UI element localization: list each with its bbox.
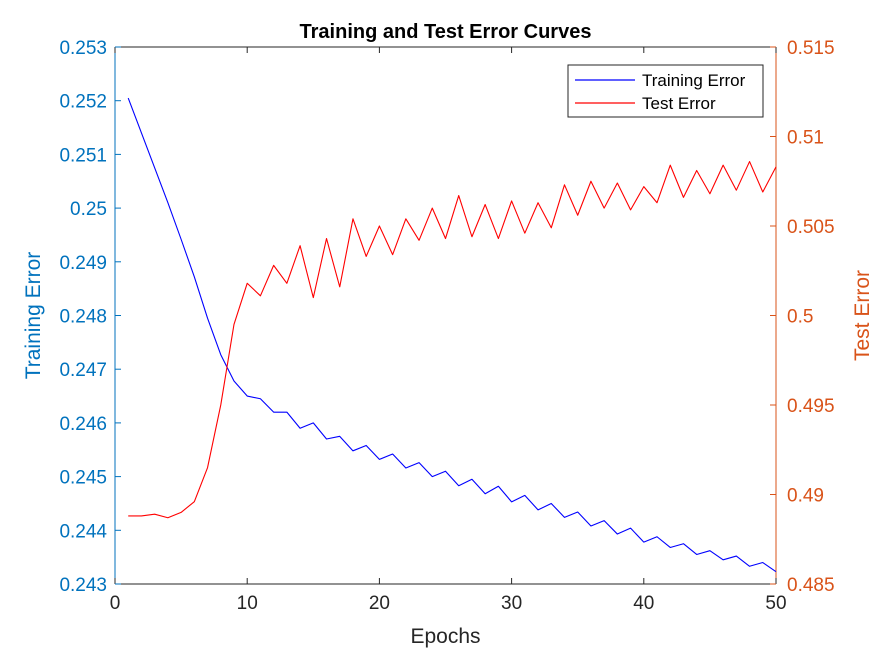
x-axis-label: Epochs <box>410 625 480 648</box>
y-right-tick-label: 0.515 <box>787 38 835 59</box>
legend-box <box>567 64 764 118</box>
legend-label-training: Training Error <box>642 71 746 90</box>
y-left-tick-label: 0.243 <box>59 575 107 596</box>
y-right-tick-label: 0.5 <box>787 307 813 328</box>
series-lines <box>127 97 777 573</box>
y-left-tick-label: 0.252 <box>59 92 107 113</box>
y-right-tick-label: 0.505 <box>787 217 835 238</box>
training-error-line <box>127 97 777 573</box>
y-left-tick-label: 0.244 <box>59 521 107 542</box>
x-axis-ticks: 0 10 20 30 40 50 <box>110 47 787 614</box>
y-left-tick-label: 0.247 <box>59 360 107 381</box>
x-tick-label: 40 <box>633 593 654 614</box>
y-left-tick-label: 0.245 <box>59 468 107 489</box>
x-tick-label: 0 <box>110 593 121 614</box>
y-left-tick-label: 0.246 <box>59 414 107 435</box>
legend-label-test: Test Error <box>642 94 716 113</box>
y-right-axis-label: Test Error <box>851 270 874 361</box>
chart-title: Training and Test Error Curves <box>300 21 592 43</box>
y-left-tick-label: 0.25 <box>70 199 107 220</box>
y-left-axis-ticks: 0.243 0.244 0.245 0.246 0.247 0.248 0.249 0.25 0… <box>59 38 121 596</box>
test-error-line <box>128 161 777 519</box>
x-tick-label: 50 <box>765 593 786 614</box>
y-right-axis-ticks: 0.485 0.49 0.495 0.5 0.505 0.51 0.515 <box>770 38 835 596</box>
x-tick-label: 30 <box>501 593 522 614</box>
y-left-tick-label: 0.253 <box>59 38 107 59</box>
y-left-tick-label: 0.251 <box>59 145 107 166</box>
x-tick-label: 20 <box>369 593 390 614</box>
y-left-axis-label: Training Error <box>22 252 45 380</box>
y-right-tick-label: 0.495 <box>787 396 835 417</box>
y-right-tick-label: 0.51 <box>787 128 824 149</box>
y-left-tick-label: 0.248 <box>59 307 107 328</box>
legend: Training Error Test Error <box>567 64 764 118</box>
x-tick-label: 10 <box>237 593 258 614</box>
y-right-tick-label: 0.485 <box>787 575 835 596</box>
y-left-tick-label: 0.249 <box>59 253 107 274</box>
y-right-tick-label: 0.49 <box>787 486 824 507</box>
